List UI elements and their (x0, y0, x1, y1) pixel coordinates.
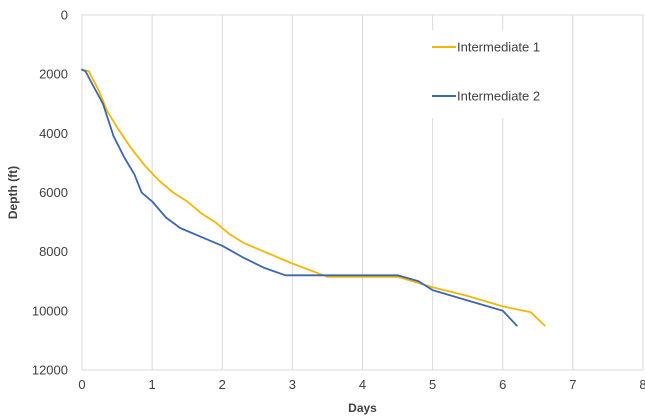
series-group (81, 68, 546, 327)
x-tick-label: 1 (149, 377, 156, 392)
x-tick-label: 6 (499, 377, 506, 392)
legend-label-intermediate-2: Intermediate 2 (457, 89, 540, 104)
x-tick-label: 5 (429, 377, 436, 392)
legend-background (416, 30, 558, 118)
y-tick-label: 2000 (39, 67, 68, 82)
x-tick-label: 8 (639, 377, 645, 392)
x-axis-tick-labels: 0 1 2 3 4 5 6 7 8 (78, 377, 645, 392)
y-tick-label: 0 (61, 8, 68, 23)
legend: Intermediate 1 Intermediate 2 (416, 30, 558, 118)
plot-area-border (81, 14, 644, 371)
x-tick-label: 3 (289, 377, 296, 392)
y-tick-label: 8000 (39, 244, 68, 259)
y-axis-title: Depth (ft) (6, 166, 20, 219)
x-axis-title: Days (348, 401, 377, 415)
series-line-intermediate-1 (81, 68, 546, 327)
legend-label-intermediate-1: Intermediate 1 (457, 40, 540, 55)
y-tick-label: 12000 (32, 363, 68, 378)
y-tick-label: 10000 (32, 303, 68, 318)
y-tick-label: 4000 (39, 126, 68, 141)
x-tick-label: 0 (78, 377, 85, 392)
x-tick-label: 4 (359, 377, 366, 392)
x-tick-label: 7 (569, 377, 576, 392)
y-axis-tick-labels: 0 2000 4000 6000 8000 10000 12000 (32, 8, 68, 378)
series-line-intermediate-2 (81, 68, 518, 327)
x-tick-label: 2 (219, 377, 226, 392)
y-tick-label: 6000 (39, 185, 68, 200)
